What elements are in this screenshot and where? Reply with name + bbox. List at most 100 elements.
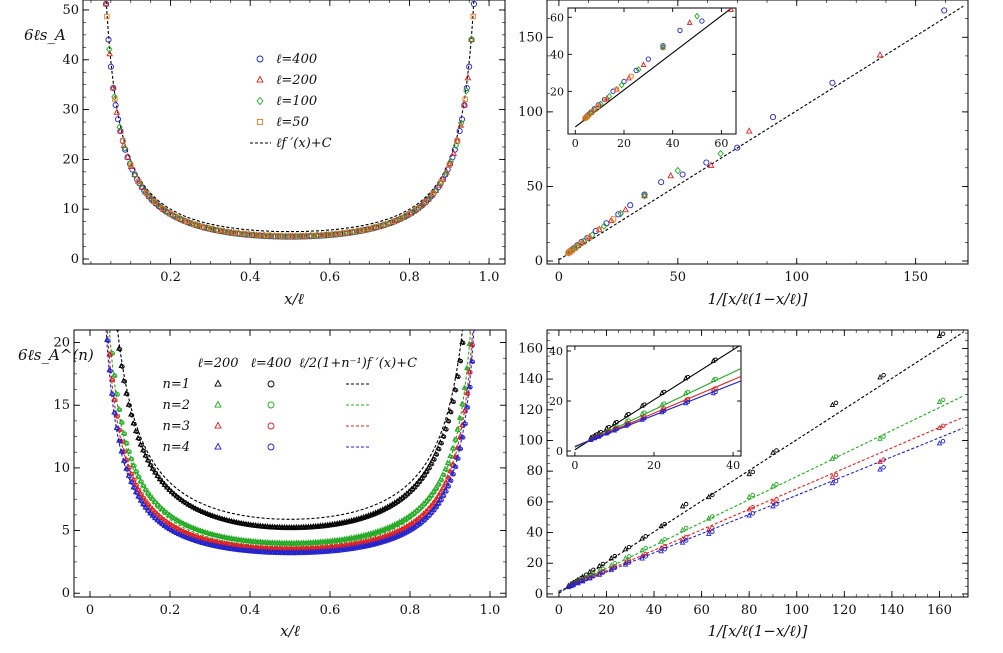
data-point-diamond bbox=[126, 159, 134, 168]
data-point-triangle bbox=[770, 483, 776, 489]
data-point-circle bbox=[132, 421, 137, 427]
data-point-circle bbox=[213, 539, 219, 545]
data-point-square bbox=[398, 215, 405, 221]
data-point-circle bbox=[466, 63, 473, 70]
data-point-diamond bbox=[426, 193, 434, 201]
theory-line bbox=[558, 416, 964, 592]
data-point-square bbox=[159, 205, 166, 212]
data-point-circle bbox=[427, 496, 432, 502]
x-tick-label: 160 bbox=[927, 603, 952, 618]
data-point-circle bbox=[230, 547, 236, 552]
data-point-triangle bbox=[346, 228, 354, 235]
x-tick-label: 0.8 bbox=[399, 270, 420, 285]
data-point-circle bbox=[115, 426, 120, 431]
data-point-circle bbox=[105, 338, 111, 343]
data-point-circle bbox=[230, 536, 236, 542]
y-tick-label: 0 bbox=[556, 445, 563, 458]
data-point-triangle bbox=[608, 566, 614, 573]
data-point-circle bbox=[220, 541, 226, 546]
data-point-circle bbox=[441, 472, 447, 478]
data-point-circle bbox=[216, 534, 221, 539]
inset-point-circle bbox=[642, 402, 647, 407]
data-point-circle bbox=[468, 342, 473, 347]
data-point-diamond bbox=[261, 231, 268, 240]
data-point-triangle bbox=[745, 127, 753, 134]
data-point-circle bbox=[833, 454, 839, 459]
data-point-circle bbox=[129, 413, 135, 418]
data-point-circle bbox=[148, 463, 154, 468]
inset-point-triangle bbox=[728, 8, 735, 12]
data-point-square bbox=[215, 227, 222, 233]
data-point-circle bbox=[240, 521, 245, 527]
data-point-circle bbox=[432, 457, 437, 462]
data-point-circle bbox=[470, 359, 476, 365]
legend-row-label: n=3 bbox=[162, 419, 190, 434]
data-point-circle bbox=[710, 529, 715, 535]
inset-point-circle bbox=[662, 406, 667, 411]
data-point-circle bbox=[122, 431, 128, 437]
legend: ℓ=200 ℓ=400 ℓ/2(1+n⁻¹)f ′(x)+C n=1 n=2 n=3 n=4 bbox=[162, 356, 417, 455]
data-point-square bbox=[191, 221, 198, 227]
data-point-circle bbox=[448, 478, 454, 483]
data-point-diamond bbox=[395, 215, 403, 224]
data-point-circle bbox=[439, 440, 444, 446]
data-point-square bbox=[152, 199, 158, 205]
data-point-square bbox=[335, 231, 341, 237]
data-point-square bbox=[144, 190, 150, 196]
data-point-triangle bbox=[622, 561, 629, 567]
inset-point-circle bbox=[606, 430, 611, 435]
data-point-circle bbox=[242, 522, 248, 527]
data-point-square bbox=[359, 227, 365, 233]
y-tick-label: 50 bbox=[526, 179, 543, 194]
data-point-square bbox=[223, 228, 229, 235]
data-point-circle bbox=[600, 570, 606, 575]
legend-label: ℓ=50 bbox=[276, 115, 309, 130]
inset-point-circle bbox=[614, 427, 619, 432]
inset-point-circle bbox=[699, 18, 705, 24]
data-point-square bbox=[351, 228, 357, 235]
data-point-triangle bbox=[641, 191, 648, 199]
data-point-circle bbox=[208, 543, 214, 548]
inset-point-circle bbox=[677, 27, 683, 34]
theory-curve bbox=[106, 330, 474, 550]
data-point-circle bbox=[237, 521, 243, 526]
data-point-circle bbox=[232, 520, 238, 525]
inset-point-circle bbox=[662, 401, 667, 406]
data-point-circle bbox=[774, 481, 779, 487]
legend-marker-diamond bbox=[256, 96, 264, 106]
data-point-circle bbox=[139, 443, 144, 448]
y-tick-label: 80 bbox=[526, 464, 543, 479]
data-point-circle bbox=[436, 446, 442, 452]
theory-line bbox=[558, 331, 964, 594]
data-point-circle bbox=[132, 463, 137, 468]
legend: ℓ=400 ℓ=200 ℓ=100 ℓ=50 ℓf ′(x)+C bbox=[250, 52, 332, 151]
data-point-circle bbox=[833, 400, 839, 406]
data-point-circle bbox=[662, 543, 667, 549]
data-point-circle bbox=[144, 487, 149, 493]
data-point-circle bbox=[139, 499, 144, 504]
data-point-circle bbox=[662, 521, 667, 527]
data-point-triangle bbox=[596, 570, 603, 576]
y-tick-label: 15 bbox=[53, 398, 70, 413]
y-tick-label: 5 bbox=[62, 524, 70, 539]
data-point-circle bbox=[107, 63, 114, 70]
data-point-circle bbox=[881, 373, 886, 378]
y-tick-label: 100 bbox=[518, 433, 543, 448]
data-point-circle bbox=[683, 501, 689, 507]
data-point-square bbox=[319, 232, 325, 238]
inset-point-circle bbox=[591, 436, 596, 441]
data-point-diamond bbox=[717, 149, 724, 158]
data-point-diamond bbox=[406, 210, 413, 218]
inset-point-triangle bbox=[660, 43, 666, 50]
data-point-circle bbox=[213, 544, 219, 549]
legend-label: ℓf ′(x)+C bbox=[276, 136, 332, 151]
data-point-circle bbox=[833, 472, 839, 478]
x-tick-label: 0 bbox=[572, 137, 579, 150]
data-point-circle bbox=[451, 472, 456, 477]
x-tick-label: 80 bbox=[741, 603, 758, 618]
inset-point-circle bbox=[724, 8, 729, 9]
data-point-circle bbox=[136, 436, 142, 442]
data-point-square bbox=[255, 232, 261, 238]
data-point-circle bbox=[114, 116, 122, 123]
